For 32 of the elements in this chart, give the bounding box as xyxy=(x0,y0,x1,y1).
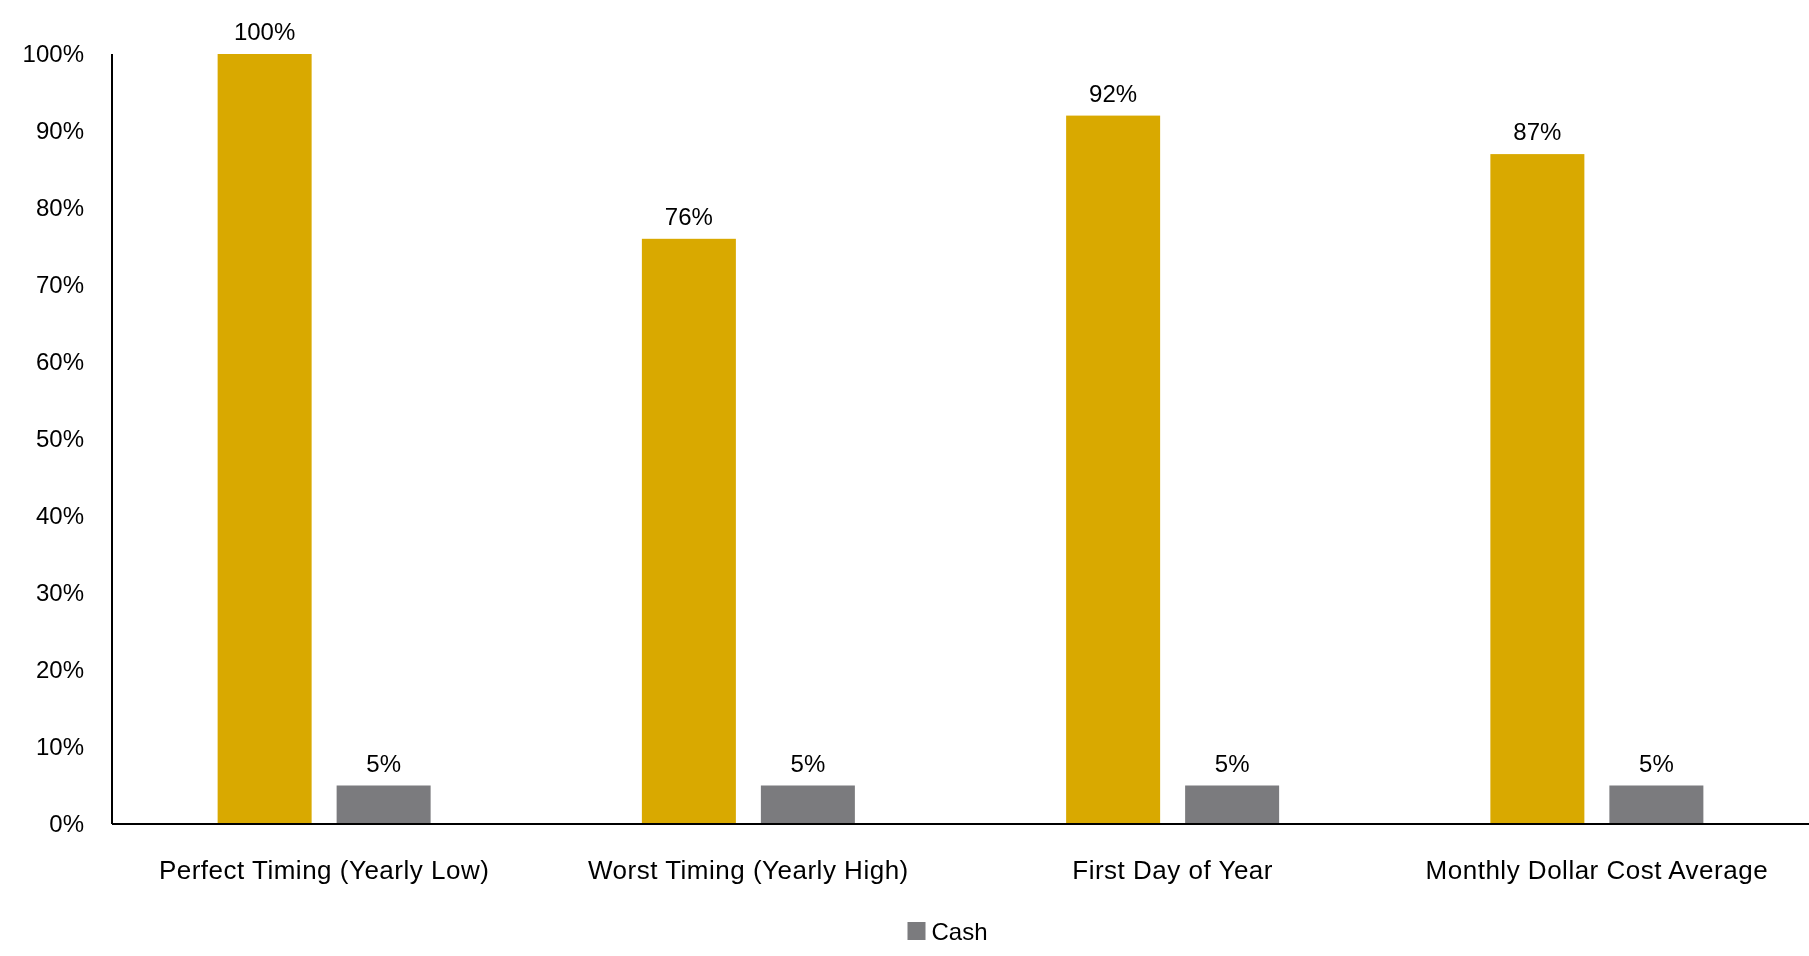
data-label: 87% xyxy=(1513,118,1562,146)
bar xyxy=(1490,154,1585,824)
data-label: 5% xyxy=(1214,749,1250,777)
legend-label: Cash xyxy=(931,918,988,945)
y-tick-label: 80% xyxy=(35,194,84,222)
y-tick-label: 0% xyxy=(49,810,84,838)
bar xyxy=(336,785,431,824)
y-tick-label: 60% xyxy=(35,348,84,376)
data-label: 5% xyxy=(790,749,826,777)
y-tick-label: 10% xyxy=(35,733,84,761)
bar xyxy=(1185,785,1280,824)
x-tick-label: Perfect Timing (Yearly Low) xyxy=(158,855,490,885)
x-tick-label: Monthly Dollar Cost Average xyxy=(1425,855,1769,885)
y-tick-label: 100% xyxy=(22,40,84,68)
data-label: 5% xyxy=(366,749,401,777)
y-tick-label: 40% xyxy=(35,502,84,530)
bar xyxy=(641,238,736,824)
data-label: 76% xyxy=(664,202,713,230)
y-tick-label: 70% xyxy=(35,271,84,299)
x-tick-label: First Day of Year xyxy=(1072,855,1273,885)
bar xyxy=(217,54,312,824)
y-tick-label: 30% xyxy=(35,579,84,607)
x-tick-label: Worst Timing (Yearly High) xyxy=(587,855,909,885)
y-tick-label: 50% xyxy=(35,425,84,453)
data-label: 100% xyxy=(233,18,296,45)
data-label: 5% xyxy=(1639,749,1674,777)
y-tick-label: 90% xyxy=(35,117,84,145)
bar xyxy=(760,785,855,824)
data-label: 92% xyxy=(1089,79,1138,107)
bar xyxy=(1066,115,1161,824)
y-tick-label: 20% xyxy=(35,656,84,684)
bar xyxy=(1609,785,1704,824)
